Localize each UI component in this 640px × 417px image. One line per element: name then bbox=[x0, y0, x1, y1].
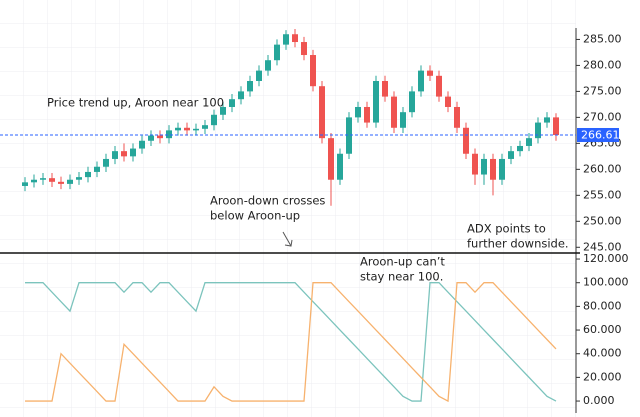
annotation: ADX points to bbox=[467, 222, 546, 236]
annotation: stay near 100. bbox=[360, 270, 443, 284]
y-tick-label: 285.00 bbox=[583, 32, 622, 45]
candle-body bbox=[58, 181, 64, 184]
candle-body bbox=[355, 106, 361, 118]
candle-body bbox=[121, 151, 127, 157]
candle-body bbox=[535, 122, 541, 139]
candle-body bbox=[418, 70, 424, 92]
candle-body bbox=[166, 130, 172, 139]
candle-body bbox=[364, 106, 370, 123]
y-tick-label: 245.00 bbox=[583, 240, 622, 253]
candle-body bbox=[229, 99, 235, 107]
candle-body bbox=[238, 91, 244, 100]
candle-body bbox=[256, 70, 262, 82]
candle-body bbox=[292, 34, 298, 43]
last-price-label: 266.61 bbox=[581, 128, 620, 141]
y-tick-label: 120.000 bbox=[583, 252, 629, 265]
candle-body bbox=[445, 96, 451, 107]
y-tick-label: 20.000 bbox=[583, 370, 622, 383]
candle-body bbox=[499, 158, 505, 180]
candle-body bbox=[193, 128, 199, 131]
y-tick-label: 60.000 bbox=[583, 323, 622, 336]
candle-body bbox=[373, 81, 379, 123]
candle-body bbox=[220, 106, 226, 115]
annotation-arrow bbox=[282, 231, 293, 247]
candle-body bbox=[409, 91, 415, 113]
candle-body bbox=[139, 140, 145, 149]
y-tick-label: 270.00 bbox=[583, 110, 622, 123]
candle-body bbox=[85, 171, 91, 178]
last-price-box bbox=[577, 127, 619, 142]
background-grid bbox=[0, 0, 576, 417]
candle-body bbox=[283, 34, 289, 45]
candle-body bbox=[427, 70, 433, 76]
candle-body bbox=[472, 153, 478, 175]
y-tick-label: 100.000 bbox=[583, 276, 629, 289]
candle-body bbox=[40, 178, 46, 180]
candle-body bbox=[274, 44, 280, 61]
candle-body bbox=[157, 135, 163, 139]
candle-body bbox=[328, 138, 334, 180]
candle-body bbox=[454, 106, 460, 128]
y-tick-label: 280.00 bbox=[583, 58, 622, 71]
y-tick-label: 40.000 bbox=[583, 347, 622, 360]
annotation: Price trend up, Aroon near 100 bbox=[47, 96, 224, 110]
candle-body bbox=[490, 158, 496, 180]
candle-body bbox=[301, 42, 307, 56]
candle-body bbox=[31, 179, 37, 183]
candle-body bbox=[94, 166, 100, 172]
candle-body bbox=[400, 112, 406, 128]
y-tick-label: 80.000 bbox=[583, 299, 622, 312]
candle-body bbox=[112, 151, 118, 159]
candle-body bbox=[382, 81, 388, 97]
candle-body bbox=[184, 127, 190, 131]
candle-body bbox=[337, 153, 343, 180]
y-tick-label: 275.00 bbox=[583, 84, 622, 97]
aroon-line bbox=[25, 282, 557, 402]
candle-body bbox=[76, 177, 82, 180]
candle-body bbox=[202, 125, 208, 129]
candle-body bbox=[544, 117, 550, 123]
annotation: Aroon-down crosses bbox=[210, 194, 325, 208]
candle-body bbox=[175, 127, 181, 131]
candle-body bbox=[265, 60, 271, 71]
candle-body bbox=[49, 178, 55, 182]
candle-body bbox=[103, 158, 109, 167]
y-tick-label: 250.00 bbox=[583, 214, 622, 227]
annotation: further downside. bbox=[467, 237, 569, 251]
y-tick-label: 0.000 bbox=[583, 394, 615, 407]
candle-body bbox=[436, 75, 442, 97]
candle-body bbox=[553, 117, 559, 136]
candle-body bbox=[508, 151, 514, 159]
candle-body bbox=[319, 86, 325, 139]
aroon-line bbox=[25, 282, 557, 403]
annotation: Aroon-up can’t bbox=[360, 255, 445, 269]
candle-body bbox=[310, 55, 316, 87]
candle-body bbox=[463, 127, 469, 154]
candle-body bbox=[346, 117, 352, 154]
candle-body bbox=[526, 138, 532, 146]
candle-body bbox=[391, 96, 397, 128]
y-tick-label: 260.00 bbox=[583, 162, 622, 175]
annotation: below Aroon-up bbox=[210, 209, 300, 223]
candle-body bbox=[517, 145, 523, 152]
y-tick-label: 255.00 bbox=[583, 188, 622, 201]
candle-body bbox=[22, 182, 28, 186]
candle-body bbox=[481, 158, 487, 175]
candle-body bbox=[130, 148, 136, 157]
candle-body bbox=[247, 81, 253, 92]
candle-body bbox=[148, 135, 154, 141]
candle-body bbox=[67, 179, 73, 184]
candle-body bbox=[211, 114, 217, 126]
